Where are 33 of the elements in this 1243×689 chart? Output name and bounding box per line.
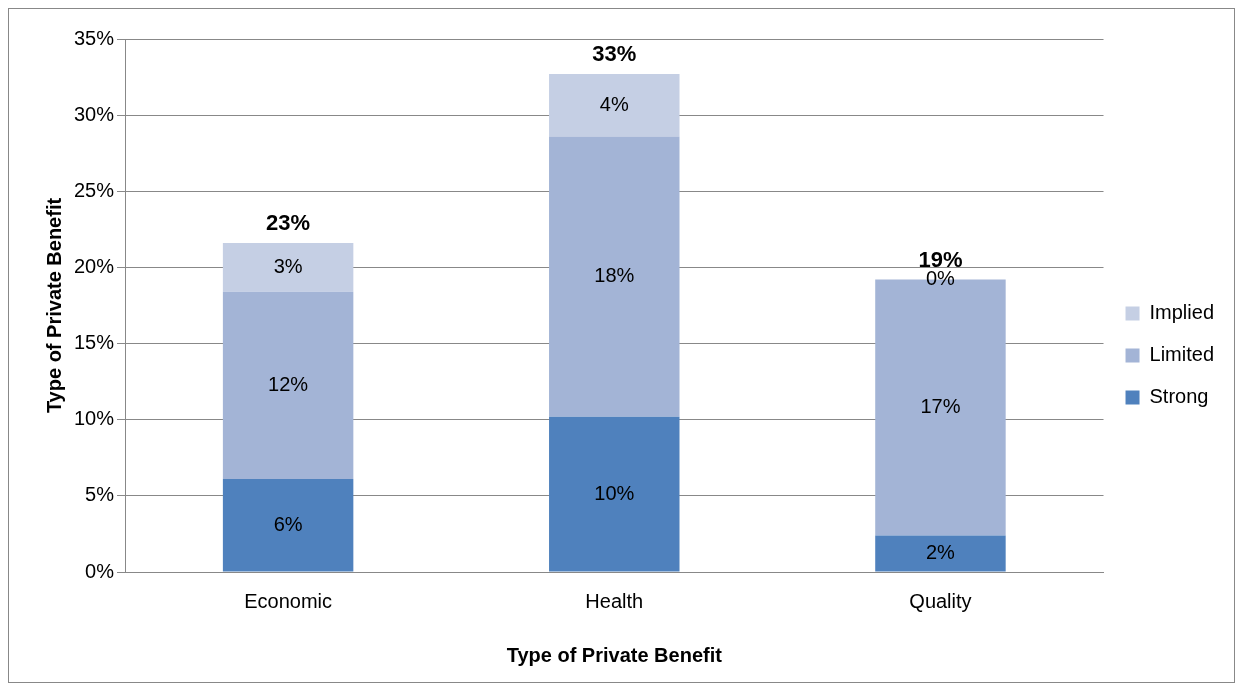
data-label: 10% bbox=[594, 481, 635, 504]
data-label: 18% bbox=[594, 264, 635, 287]
legend-label: Limited bbox=[1149, 343, 1215, 366]
data-label: 12% bbox=[268, 372, 309, 395]
bar bbox=[222, 479, 354, 572]
y-tick-label: 35% bbox=[74, 26, 115, 49]
x-tick-label: Health bbox=[585, 589, 644, 612]
y-axis-title: Type of Private Benefit bbox=[42, 197, 65, 414]
bar bbox=[222, 291, 354, 480]
total-label: 23% bbox=[266, 210, 311, 236]
y-tick-label: 20% bbox=[74, 254, 115, 277]
legend-label: Implied bbox=[1149, 301, 1215, 324]
y-tick-label: 5% bbox=[85, 483, 115, 506]
bar bbox=[549, 136, 680, 417]
y-tick-label: 0% bbox=[85, 559, 115, 582]
y-tick-label: 10% bbox=[74, 407, 115, 430]
x-tick-label: Quality bbox=[909, 589, 972, 612]
y-tick-label: 25% bbox=[74, 178, 115, 201]
data-label: 17% bbox=[920, 395, 961, 418]
legend-label: Strong bbox=[1149, 385, 1209, 408]
bar bbox=[549, 74, 680, 137]
y-tick-label: 30% bbox=[74, 102, 115, 125]
total-label: 33% bbox=[592, 41, 637, 67]
x-axis-title: Type of Private Benefit bbox=[506, 643, 723, 666]
bar bbox=[222, 243, 354, 292]
y-tick-label: 15% bbox=[74, 331, 115, 354]
data-label: 3% bbox=[273, 254, 303, 277]
bar bbox=[875, 535, 1006, 572]
bar bbox=[549, 416, 680, 572]
data-label: 6% bbox=[273, 512, 303, 535]
data-label: 2% bbox=[925, 540, 956, 563]
x-tick-label: Economic bbox=[244, 589, 333, 612]
data-label: 4% bbox=[599, 92, 629, 115]
